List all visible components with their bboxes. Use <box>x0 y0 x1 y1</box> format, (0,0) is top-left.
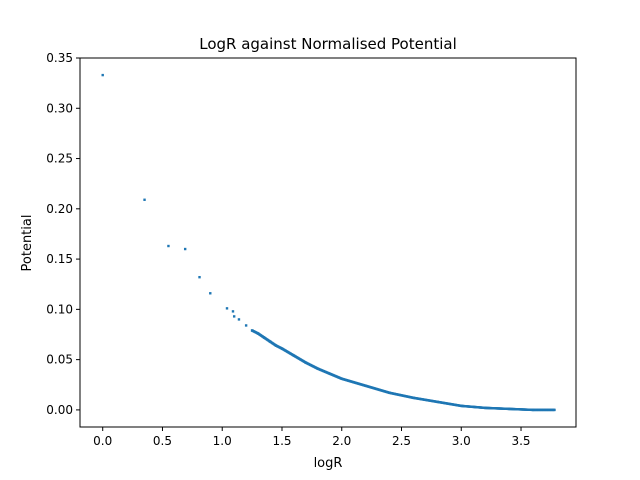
data-point <box>198 275 201 279</box>
y-tick-label: 0.15 <box>46 252 73 266</box>
y-tick-label: 0.10 <box>46 302 73 316</box>
y-tick-label: 0.25 <box>46 152 73 166</box>
y-axis: 0.00 0.05 0.10 0.15 0.20 0.25 0.30 0.35 <box>46 51 80 417</box>
data-points <box>101 73 556 412</box>
x-tick-label: 2.5 <box>392 434 411 448</box>
y-tick-label: 0.05 <box>46 353 73 367</box>
data-point <box>231 310 235 313</box>
chart-title: LogR against Normalised Potential <box>199 35 457 53</box>
data-point <box>143 198 146 201</box>
data-point <box>225 307 229 310</box>
y-tick-label: 0.30 <box>46 101 73 115</box>
data-point <box>183 247 187 251</box>
data-point <box>237 318 241 321</box>
x-tick-label: 3.5 <box>511 434 530 448</box>
data-point <box>232 315 236 318</box>
data-point <box>101 73 104 77</box>
x-tick-label: 0.0 <box>93 434 112 448</box>
x-axis-label: logR <box>314 456 343 471</box>
y-tick-label: 0.20 <box>46 202 73 216</box>
x-tick-label: 1.0 <box>213 434 232 448</box>
data-point <box>244 324 248 327</box>
x-tick-label: 0.5 <box>153 434 172 448</box>
y-tick-label: 0.35 <box>46 51 73 65</box>
x-tick-label: 2.0 <box>332 434 351 448</box>
x-axis: 0.0 0.5 1.0 1.5 2.0 2.5 3.0 3.5 <box>93 427 531 448</box>
plot-frame <box>79 57 577 428</box>
y-axis-label: Potential <box>20 215 35 272</box>
data-point <box>209 292 212 295</box>
y-tick-label: 0.00 <box>46 403 73 417</box>
curve-point <box>552 408 556 412</box>
x-tick-label: 3.0 <box>452 434 471 448</box>
data-point <box>167 244 170 248</box>
x-tick-label: 1.5 <box>272 434 291 448</box>
